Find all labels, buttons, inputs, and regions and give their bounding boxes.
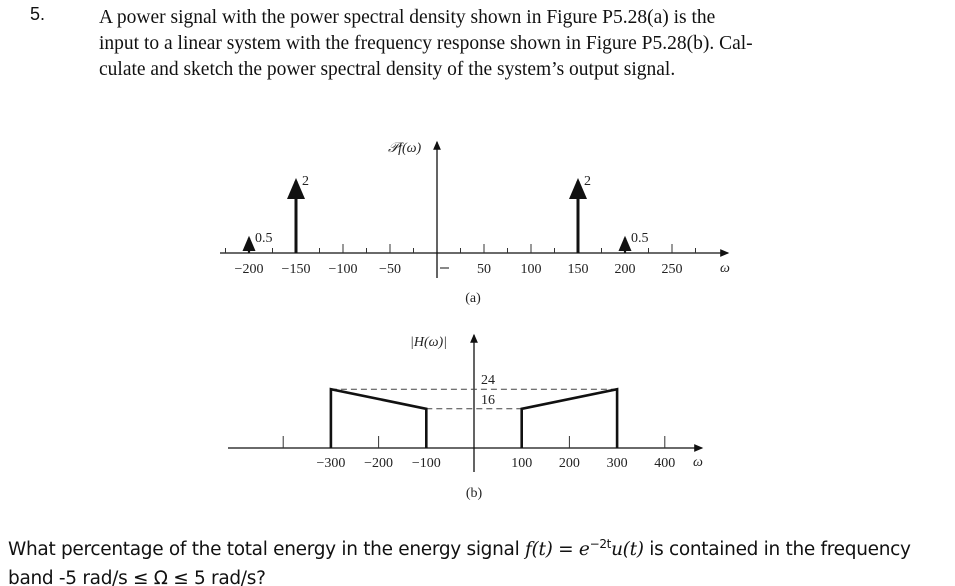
problem-number: 5.	[30, 4, 46, 24]
problem-text: A power signal with the power spectral d…	[99, 5, 929, 83]
x-tick-label: 250	[662, 262, 683, 277]
signal-symbol: f(t)	[525, 539, 553, 561]
x-tick-label: −200	[364, 456, 393, 471]
problem-line: A power signal with the power spectral d…	[99, 7, 716, 28]
x-axis-label: ω	[720, 261, 730, 276]
expr-exponent: −2t	[589, 537, 612, 551]
response-curve	[520, 387, 619, 448]
impulse-label: 0.5	[631, 231, 649, 246]
equals: =	[552, 539, 579, 561]
problem-line: input to a linear system with the freque…	[99, 33, 753, 54]
impulse-label: 0.5	[255, 231, 273, 246]
x-tick-label: 150	[568, 262, 589, 277]
x-tick-label: −100	[329, 262, 358, 277]
x-tick-label: 400	[654, 456, 675, 471]
figure-caption: (a)	[465, 291, 481, 306]
x-tick-label: −100	[412, 456, 441, 471]
impulse-label: 2	[302, 174, 309, 189]
problem-line: culate and sketch the power spectral den…	[99, 59, 676, 80]
x-tick-label: −200	[235, 262, 264, 277]
x-tick-label: 50	[477, 262, 491, 277]
impulse-label: 2	[584, 174, 591, 189]
question-text-part: is contained in the frequency	[643, 539, 911, 561]
y-axis-label: 𝒫f(ω)	[388, 141, 422, 156]
question-text-part: What percentage of the total energy in t…	[8, 539, 525, 561]
level-label: 24	[481, 373, 495, 388]
x-tick-label: 100	[521, 262, 542, 277]
figure-b-frequency-response: −300 −200 −100 100 200 300 400 24 16 |H(ω)| ω (b)	[228, 333, 704, 501]
figure-caption: (b)	[466, 486, 483, 501]
x-tick-label: 200	[615, 262, 636, 277]
x-axis-label: ω	[693, 455, 703, 470]
figure-a-power-spectral-density: −200 −150 −100 −50 50 100 150 200 250 0.5 2 2 0.5 𝒫f(…	[220, 140, 730, 306]
response-curve	[329, 387, 428, 448]
level-label: 16	[481, 393, 495, 408]
question-text: What percentage of the total energy in t…	[8, 530, 911, 586]
x-tick-label: 200	[559, 456, 580, 471]
expr-base: e	[578, 539, 590, 561]
y-axis-label: |H(ω)|	[410, 335, 447, 350]
x-tick-label: −300	[316, 456, 345, 471]
question-line-2: band -5 rad/s ≤ Ω ≤ 5 rad/s?	[8, 568, 266, 586]
expr-tail: u(t)	[611, 539, 644, 561]
x-tick-label: 100	[511, 456, 532, 471]
x-tick-label: 300	[607, 456, 628, 471]
x-tick-label: −50	[379, 262, 401, 277]
x-tick-label: −150	[282, 262, 311, 277]
